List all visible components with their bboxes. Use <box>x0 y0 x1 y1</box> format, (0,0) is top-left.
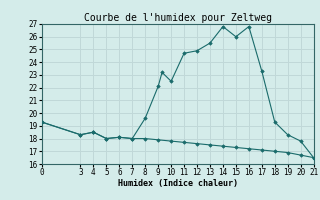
X-axis label: Humidex (Indice chaleur): Humidex (Indice chaleur) <box>118 179 237 188</box>
Title: Courbe de l'humidex pour Zeltweg: Courbe de l'humidex pour Zeltweg <box>84 13 272 23</box>
